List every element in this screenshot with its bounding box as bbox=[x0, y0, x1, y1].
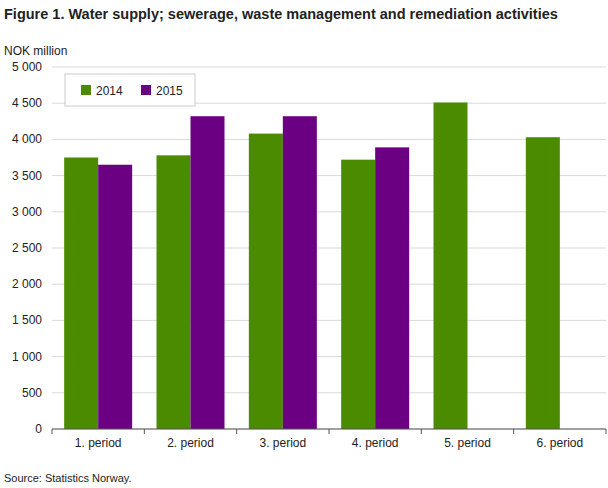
bar bbox=[98, 165, 132, 429]
x-tick bbox=[606, 429, 607, 434]
legend-label: 2014 bbox=[96, 84, 123, 98]
x-tick bbox=[236, 429, 237, 434]
legend-swatch bbox=[81, 85, 91, 95]
y-tick-label: 0 bbox=[35, 422, 42, 436]
bar bbox=[64, 158, 98, 430]
grid-line bbox=[52, 67, 606, 68]
y-tick-label: 3 000 bbox=[12, 205, 42, 219]
bar bbox=[191, 116, 225, 429]
chart: Figure 1. Water supply; sewerage, waste … bbox=[0, 0, 608, 488]
x-tick-label: 3. period bbox=[259, 436, 306, 450]
bar bbox=[526, 137, 560, 429]
title: Figure 1. Water supply; sewerage, waste … bbox=[4, 6, 558, 22]
bar bbox=[283, 116, 317, 429]
bar bbox=[375, 147, 409, 429]
y-tick-label: 1 500 bbox=[12, 313, 42, 327]
x-tick bbox=[421, 429, 422, 434]
y-tick-label: 2 500 bbox=[12, 241, 42, 255]
grid-line bbox=[52, 320, 606, 321]
bars bbox=[64, 102, 560, 429]
legend: 2014 2015 bbox=[65, 74, 195, 106]
bar bbox=[341, 160, 375, 429]
grid-line bbox=[52, 175, 606, 176]
y-tick-label: 5 000 bbox=[12, 60, 42, 74]
x-tick bbox=[52, 429, 53, 434]
legend-swatch bbox=[141, 85, 151, 95]
y-tick-label: 2 000 bbox=[12, 277, 42, 291]
x-tick-label: 2. period bbox=[167, 436, 214, 450]
x-tick-label: 4. period bbox=[352, 436, 399, 450]
bar bbox=[157, 155, 191, 429]
x-tick-label: 1. period bbox=[75, 436, 122, 450]
x-tick bbox=[513, 429, 514, 434]
grid-line bbox=[52, 284, 606, 285]
legend-label: 2015 bbox=[156, 84, 183, 98]
bar bbox=[249, 134, 283, 429]
x-tick bbox=[329, 429, 330, 434]
y-axis-label: NOK million bbox=[4, 44, 67, 58]
x-tick bbox=[144, 429, 145, 434]
source: Source: Statistics Norway. bbox=[4, 472, 132, 484]
y-tick-label: 1 000 bbox=[12, 350, 42, 364]
x-tick-label: 5. period bbox=[444, 436, 491, 450]
grid-line bbox=[52, 248, 606, 249]
legend-box bbox=[65, 74, 195, 106]
y-tick-label: 3 500 bbox=[12, 169, 42, 183]
grid-line bbox=[52, 139, 606, 140]
grid-line bbox=[52, 356, 606, 357]
bar bbox=[434, 102, 468, 429]
x-tick-label: 6. period bbox=[536, 436, 583, 450]
grid-line bbox=[52, 392, 606, 393]
y-tick-label: 4 000 bbox=[12, 132, 42, 146]
y-tick-label: 4 500 bbox=[12, 96, 42, 110]
y-tick-label: 500 bbox=[22, 386, 42, 400]
grid-line bbox=[52, 211, 606, 212]
